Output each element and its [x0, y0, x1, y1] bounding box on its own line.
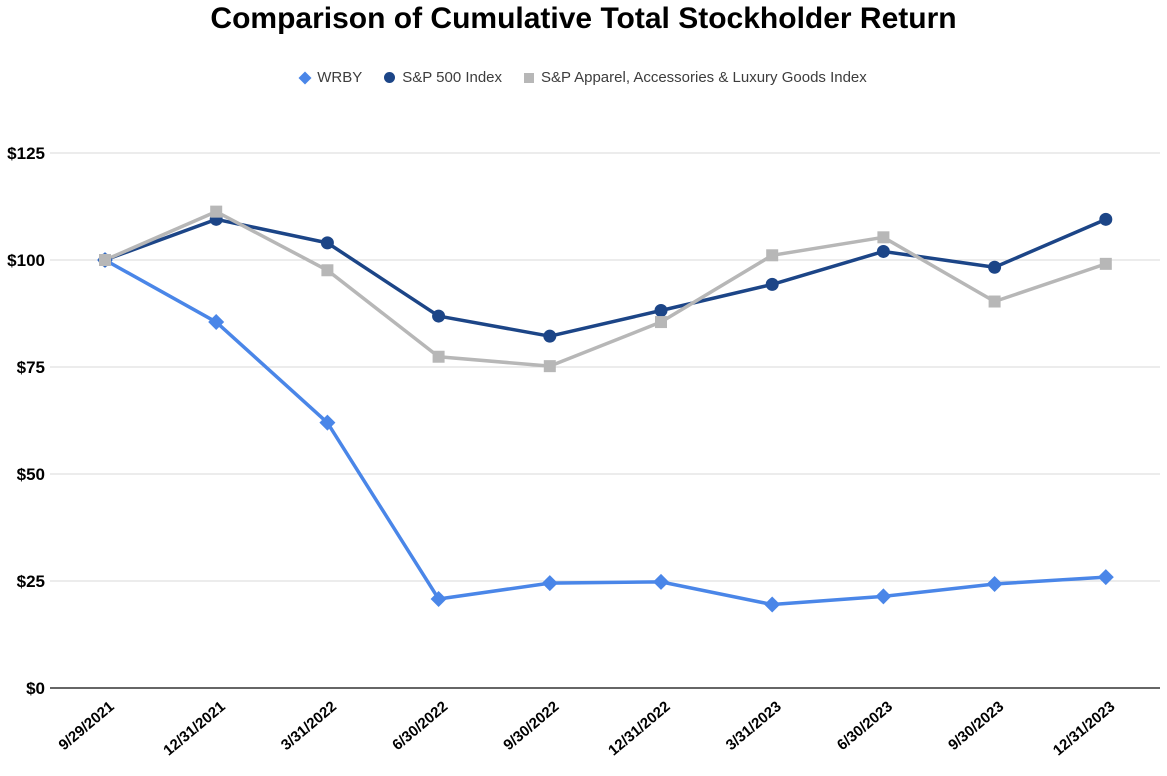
- data-point-marker: [653, 573, 669, 590]
- circle-marker-icon: [384, 72, 396, 83]
- data-point-marker: [1099, 257, 1112, 270]
- series-line-wrby: [103, 258, 1108, 607]
- legend-item-sp500: S&P 500 Index: [384, 69, 502, 86]
- legend-label-apparel: S&P Apparel, Accessories & Luxury Goods …: [541, 69, 867, 86]
- data-point-marker: [875, 588, 892, 605]
- series-line-s-p-500-index: [103, 217, 1108, 338]
- data-point-marker: [765, 277, 779, 291]
- data-point-marker: [320, 236, 334, 250]
- data-point-marker: [988, 295, 1001, 308]
- y-axis-tick-label: $125: [7, 144, 45, 163]
- legend-label-wrby: WRBY: [317, 69, 363, 86]
- x-axis-tick-label: 12/31/2023: [1050, 698, 1118, 759]
- x-axis-tick-label: 12/31/2021: [160, 698, 228, 759]
- x-axis-tick-label: 3/31/2022: [278, 698, 340, 754]
- data-point-marker: [543, 329, 557, 343]
- data-point-marker: [432, 350, 445, 363]
- data-point-marker: [543, 360, 556, 373]
- data-point-marker: [654, 304, 668, 318]
- y-axis-tick-label: $50: [17, 465, 45, 484]
- x-axis-tick-label: 6/30/2022: [389, 698, 451, 754]
- y-axis-tick-label: $75: [17, 358, 45, 377]
- y-axis-tick-label: $25: [17, 572, 45, 591]
- data-point-marker: [430, 590, 447, 607]
- data-point-marker: [988, 260, 1002, 274]
- data-point-marker: [986, 575, 1003, 592]
- y-axis-tick-label: $0: [26, 679, 45, 698]
- data-point-marker: [541, 575, 558, 592]
- data-point-marker: [766, 249, 779, 262]
- data-point-marker: [655, 316, 667, 329]
- data-point-marker: [432, 309, 446, 323]
- data-point-marker: [877, 231, 890, 244]
- data-point-marker: [99, 254, 111, 266]
- data-point-marker: [764, 596, 781, 613]
- square-marker-icon: [524, 72, 535, 83]
- data-point-marker: [210, 205, 223, 218]
- chart-legend: WRBY S&P 500 Index S&P Apparel, Accessor…: [0, 69, 1167, 86]
- x-axis-tick-label: 12/31/2022: [605, 698, 673, 759]
- x-axis-tick-label: 9/30/2022: [500, 698, 562, 754]
- data-point-marker: [321, 264, 334, 277]
- data-point-marker: [876, 244, 890, 258]
- data-point-marker: [319, 414, 336, 431]
- x-axis-tick-label: 9/30/2023: [945, 698, 1007, 754]
- data-point-marker: [208, 314, 225, 331]
- data-point-marker: [1097, 569, 1114, 586]
- legend-item-apparel: S&P Apparel, Accessories & Luxury Goods …: [524, 69, 867, 86]
- data-point-marker: [1099, 212, 1113, 226]
- y-axis-tick-label: $100: [7, 251, 45, 270]
- series-line-s-p-apparel-accessories-luxury-goods-index: [103, 209, 1108, 368]
- legend-item-wrby: WRBY: [298, 69, 363, 86]
- x-axis-tick-label: 9/29/2021: [56, 698, 118, 754]
- x-axis-tick-label: 6/30/2023: [834, 698, 896, 754]
- x-axis-tick-label: 3/31/2023: [723, 698, 785, 754]
- legend-label-sp500: S&P 500 Index: [402, 69, 503, 86]
- chart-title: Comparison of Cumulative Total Stockhold…: [210, 2, 957, 35]
